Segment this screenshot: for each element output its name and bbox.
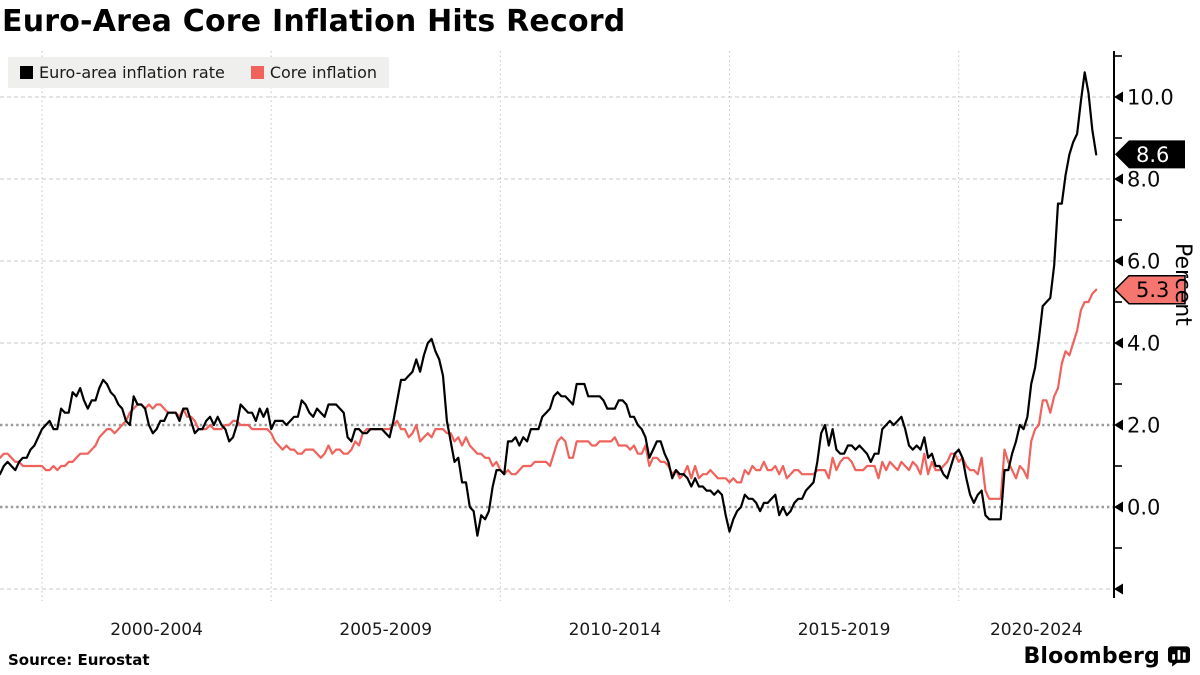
callout-box [1115,140,1185,169]
brand-mark: Bloomberg [1023,644,1190,669]
y-major-tick [1114,91,1123,103]
x-axis-label: 2000-2004 [110,620,203,640]
y-tick-label: 0.0 [1127,496,1160,520]
y-major-tick [1114,337,1123,349]
y-major-tick [1114,173,1123,185]
page-title: Euro-Area Core Inflation Hits Record [2,4,626,39]
y-major-tick [1114,419,1123,431]
bloomberg-terminal-icon [1168,646,1190,667]
legend-label-core: Core inflation [269,63,378,82]
source-note: Source: Eurostat [8,651,150,669]
y-axis-unit-label: Percent [1170,243,1195,326]
brand-name: Bloomberg [1023,644,1160,669]
legend-label-headline: Euro-area inflation rate [39,63,225,82]
series-line-headline [0,71,1098,537]
y-major-tick [1114,583,1123,595]
legend-item-headline: Euro-area inflation rate [20,63,225,82]
y-tick-label: 2.0 [1127,414,1160,438]
legend-swatch-headline-icon [20,66,33,79]
chart-legend: Euro-area inflation rate Core inflation [8,57,390,88]
y-tick-label: 6.0 [1127,250,1160,274]
x-axis-label: 2020-2024 [989,620,1083,640]
callout-value: 8.6 [1136,143,1169,167]
y-major-tick [1114,501,1123,513]
callout-box [1113,274,1186,305]
x-axis-label: 2010-2014 [568,620,662,640]
legend-swatch-core-icon [250,66,264,79]
y-tick-label: 4.0 [1127,332,1160,356]
x-axis-label: 2005-2009 [339,620,433,640]
x-axis-label: 2015-2019 [797,620,891,640]
callout-value: 5.3 [1136,278,1169,302]
series-line-core [0,288,1098,500]
y-tick-label: 8.0 [1127,168,1160,192]
y-tick-label: 10.0 [1127,86,1174,110]
legend-item-core: Core inflation [250,63,378,82]
y-major-tick [1114,255,1123,267]
